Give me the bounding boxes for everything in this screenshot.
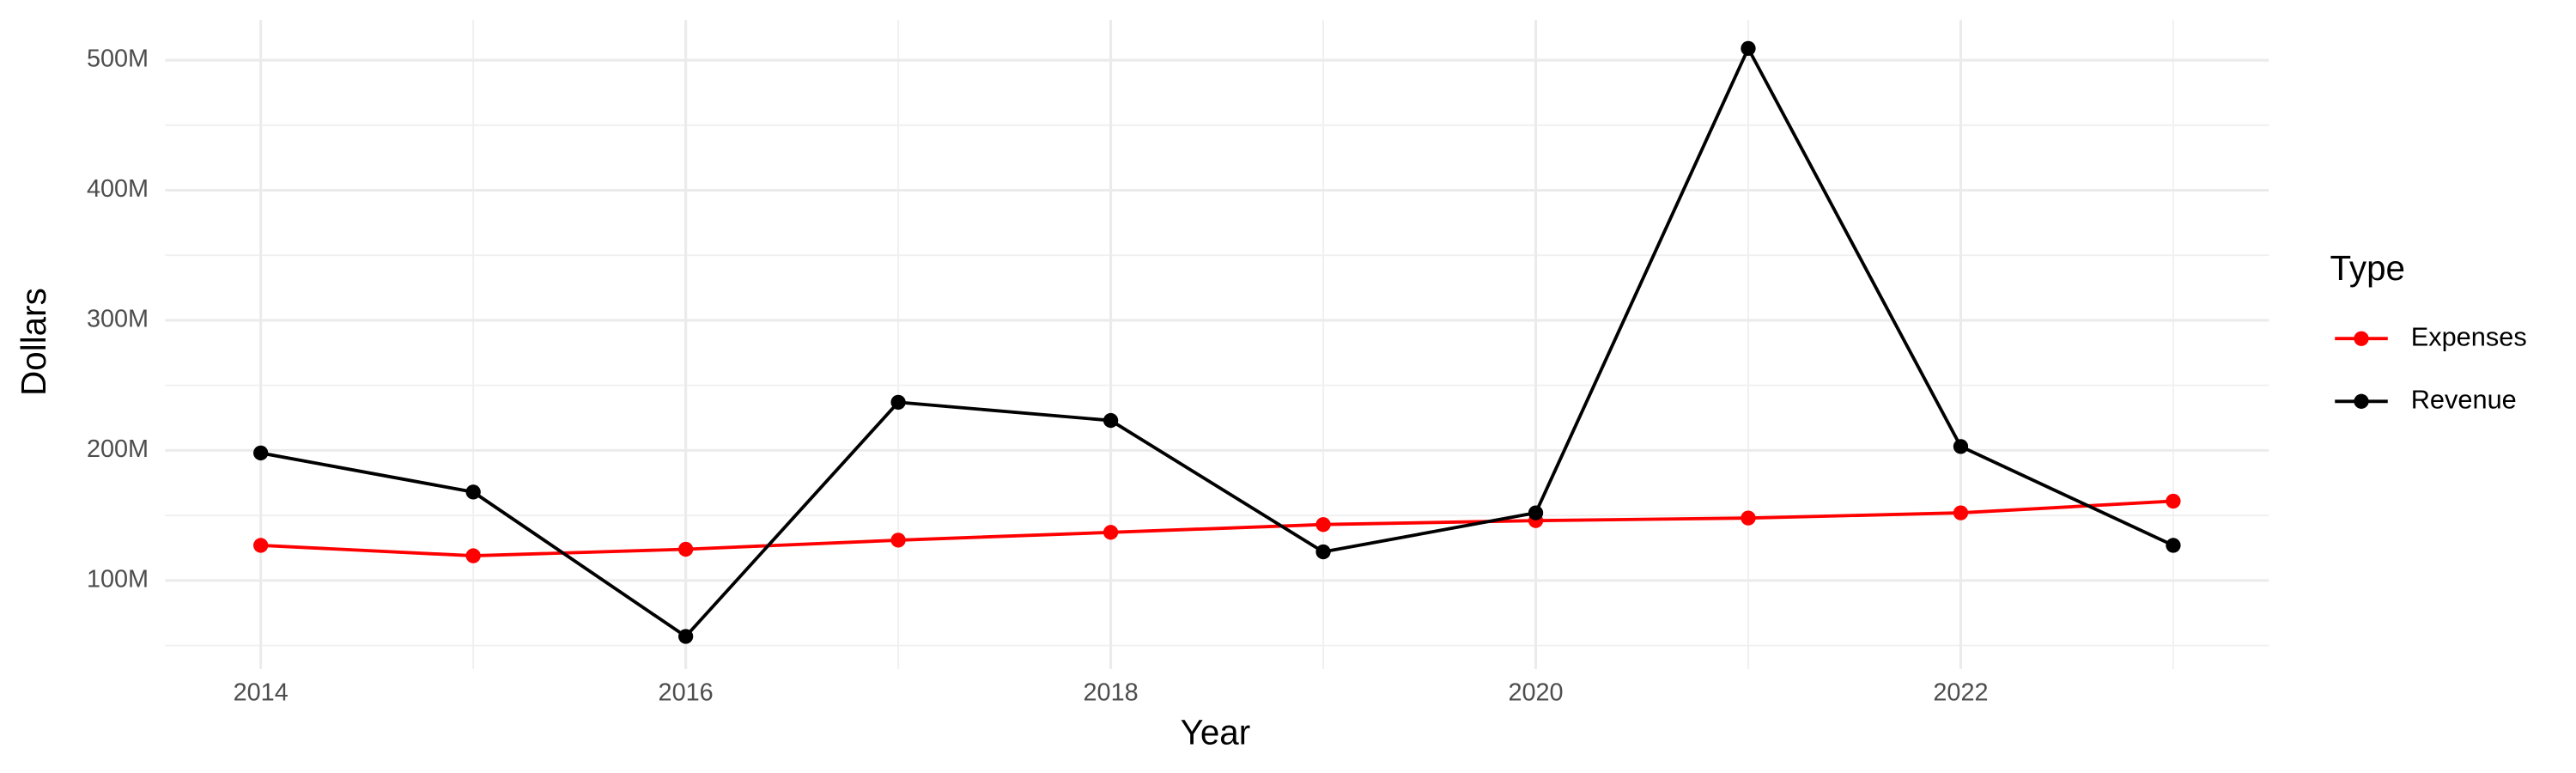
data-point	[465, 548, 481, 563]
grid	[165, 20, 2269, 669]
x-tick-label: 2022	[1933, 679, 1988, 706]
y-axis-title: Dollars	[14, 288, 53, 396]
x-tick-label: 2016	[659, 679, 714, 706]
x-axis-title: Year	[1181, 712, 1251, 752]
y-tick-label: 400M	[87, 175, 149, 203]
y-tick-label: 500M	[87, 46, 149, 73]
data-point	[1953, 505, 1969, 520]
data-point	[1103, 412, 1119, 429]
data-point	[253, 538, 269, 553]
legend-label: Revenue	[2411, 384, 2517, 414]
x-tick-label: 2018	[1084, 679, 1139, 706]
legend-title: Type	[2330, 248, 2405, 288]
data-point	[465, 484, 481, 500]
data-point	[677, 541, 694, 557]
data-point	[1315, 544, 1331, 560]
data-point	[890, 533, 906, 548]
data-point	[1953, 439, 1969, 454]
data-point	[1528, 505, 1544, 520]
legend-label: Expenses	[2411, 321, 2527, 351]
series-line	[260, 45, 2174, 639]
data-point	[1741, 40, 1756, 57]
data-point	[2166, 493, 2181, 509]
y-tick-label: 100M	[87, 565, 149, 593]
y-tick-label: 200M	[87, 435, 149, 463]
data-point	[1741, 510, 1756, 526]
data-point	[2166, 538, 2181, 553]
data-point	[1315, 517, 1331, 533]
x-tick-label: 2014	[234, 679, 289, 706]
legend-swatch-point	[2354, 331, 2369, 346]
data-point	[677, 629, 694, 644]
legend-swatch-point	[2354, 393, 2369, 409]
data-point	[253, 445, 269, 461]
y-tick-label: 300M	[87, 306, 149, 333]
x-tick-label: 2020	[1508, 679, 1563, 706]
data-point	[1103, 525, 1119, 540]
series-line	[260, 499, 2174, 558]
data-point	[890, 394, 906, 411]
